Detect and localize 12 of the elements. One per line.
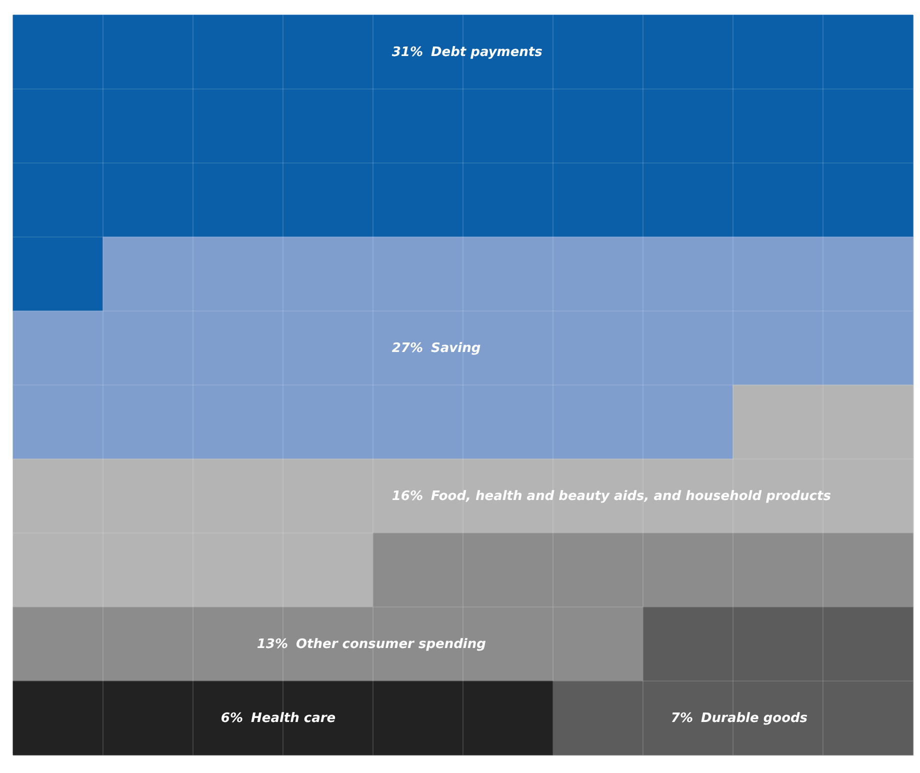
data-label: 13% xyxy=(256,637,288,652)
data-label: 6% xyxy=(220,711,243,726)
category-label: Health care xyxy=(251,711,336,726)
data-label: 7% xyxy=(670,711,693,726)
category-label: Debt payments xyxy=(431,45,543,60)
data-label: 16% xyxy=(392,489,423,504)
data-label: 31% xyxy=(392,45,423,60)
category-label: Saving xyxy=(431,341,481,356)
data-label: 27% xyxy=(392,341,423,356)
category-label: Food, health and beauty aids, and household products xyxy=(431,489,832,504)
category-label: Durable goods xyxy=(701,711,808,726)
category-label: Other consumer spending xyxy=(296,637,486,652)
